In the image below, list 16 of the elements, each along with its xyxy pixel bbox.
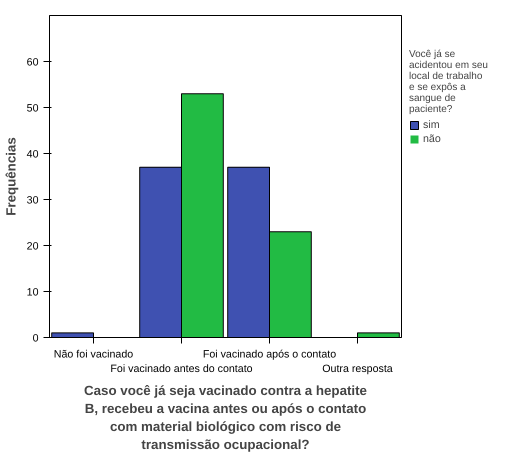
legend-title: Você já se acidentou em seu local de trabalho e se expôs a sangue de paciente?: [409, 49, 488, 115]
y-tick-label: 60: [26, 56, 39, 68]
y-tick-label: 20: [26, 240, 39, 252]
y-axis-title: Frequências: [4, 137, 19, 216]
y-tick-label: 30: [26, 194, 39, 206]
x-tick-label: Outra resposta: [322, 362, 393, 375]
y-tick-label: 10: [26, 286, 39, 298]
x-tick-label: Não foi vacinado: [54, 348, 134, 360]
legend-label: não: [423, 133, 442, 145]
legend-label: sim: [423, 119, 441, 131]
x-tick-label: Foi vacinado antes do contato: [110, 362, 253, 375]
x-axis-title: Caso você já seja vacinado contra a hepatite B, recebeu a vacina antes ou após o contato com material biológico com risco de transmissão ocupacional?: [84, 382, 367, 452]
y-tick-label: 50: [26, 102, 39, 114]
y-tick-label: 0: [32, 332, 39, 344]
y-tick-label: 40: [26, 148, 39, 160]
x-tick-label: Foi vacinado após o contato: [202, 348, 336, 360]
